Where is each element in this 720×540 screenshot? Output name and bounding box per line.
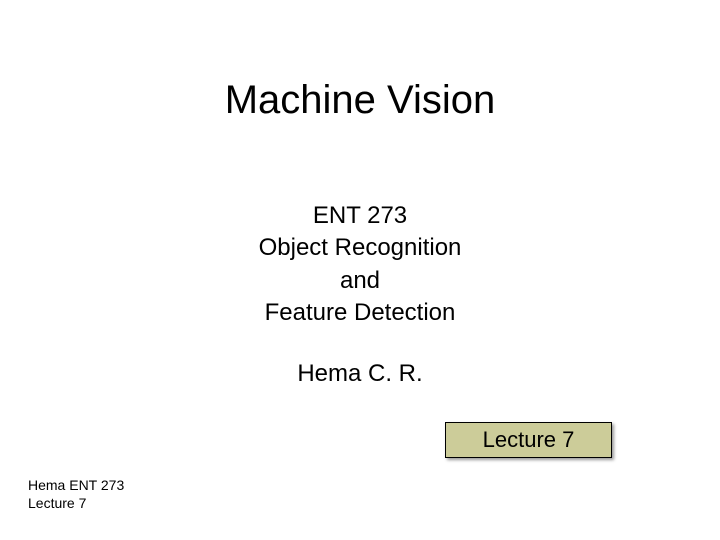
lecture-number-box: Lecture 7: [445, 422, 612, 458]
author-name: Hema C. R.: [0, 360, 720, 388]
footer-block: Hema ENT 273 Lecture 7: [28, 476, 124, 512]
subtitle-line-1: ENT 273: [0, 200, 720, 232]
footer-line-1: Hema ENT 273: [28, 476, 124, 494]
subtitle-block: ENT 273 Object Recognition and Feature D…: [0, 200, 720, 330]
subtitle-line-4: Feature Detection: [0, 297, 720, 329]
footer-line-2: Lecture 7: [28, 494, 124, 512]
slide-title: Machine Vision: [0, 78, 720, 123]
subtitle-line-3: and: [0, 265, 720, 297]
subtitle-line-2: Object Recognition: [0, 232, 720, 264]
